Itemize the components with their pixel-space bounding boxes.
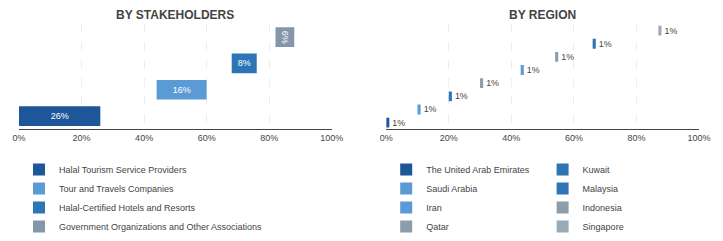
- svg-text:26%: 26%: [51, 111, 69, 121]
- svg-text:Government Organizations and O: Government Organizations and Other Assoc…: [59, 222, 262, 232]
- svg-text:1%: 1%: [455, 91, 468, 101]
- svg-text:BY STAKEHOLDERS: BY STAKEHOLDERS: [116, 8, 234, 22]
- svg-text:1%: 1%: [486, 78, 499, 88]
- svg-text:Halal Tourism Service Provider: Halal Tourism Service Providers: [59, 165, 187, 175]
- svg-text:Malaysia: Malaysia: [583, 184, 619, 194]
- svg-text:Kuwait: Kuwait: [583, 165, 611, 175]
- svg-text:60%: 60%: [565, 133, 583, 143]
- svg-text:Saudi Arabia: Saudi Arabia: [426, 184, 477, 194]
- svg-text:20%: 20%: [440, 133, 458, 143]
- svg-text:1%: 1%: [599, 39, 612, 49]
- svg-text:0%: 0%: [380, 133, 393, 143]
- svg-text:Tour and Travels Companies: Tour and Travels Companies: [59, 184, 174, 194]
- svg-text:40%: 40%: [135, 133, 153, 143]
- svg-text:20%: 20%: [73, 133, 91, 143]
- svg-text:80%: 80%: [260, 133, 278, 143]
- svg-text:Halal-Certified Hotels and Res: Halal-Certified Hotels and Resorts: [59, 203, 196, 213]
- svg-text:8%: 8%: [238, 58, 251, 68]
- svg-text:Singapore: Singapore: [583, 222, 624, 232]
- svg-text:1%: 1%: [527, 65, 540, 75]
- svg-text:The United Arab Emirates: The United Arab Emirates: [426, 165, 530, 175]
- svg-text:Iran: Iran: [426, 203, 442, 213]
- svg-text:80%: 80%: [627, 133, 645, 143]
- svg-text:6%: 6%: [280, 31, 290, 44]
- svg-text:100%: 100%: [320, 133, 343, 143]
- svg-text:BY REGION: BY REGION: [509, 8, 576, 22]
- svg-text:100%: 100%: [687, 133, 710, 143]
- svg-text:1%: 1%: [561, 52, 574, 62]
- svg-text:16%: 16%: [173, 85, 191, 95]
- svg-text:1%: 1%: [424, 104, 437, 114]
- svg-text:60%: 60%: [198, 133, 216, 143]
- svg-text:1%: 1%: [392, 118, 405, 128]
- svg-text:0%: 0%: [12, 133, 25, 143]
- svg-text:1%: 1%: [664, 26, 677, 36]
- svg-text:Qatar: Qatar: [426, 222, 449, 232]
- svg-text:Indonesia: Indonesia: [583, 203, 622, 213]
- svg-text:40%: 40%: [502, 133, 520, 143]
